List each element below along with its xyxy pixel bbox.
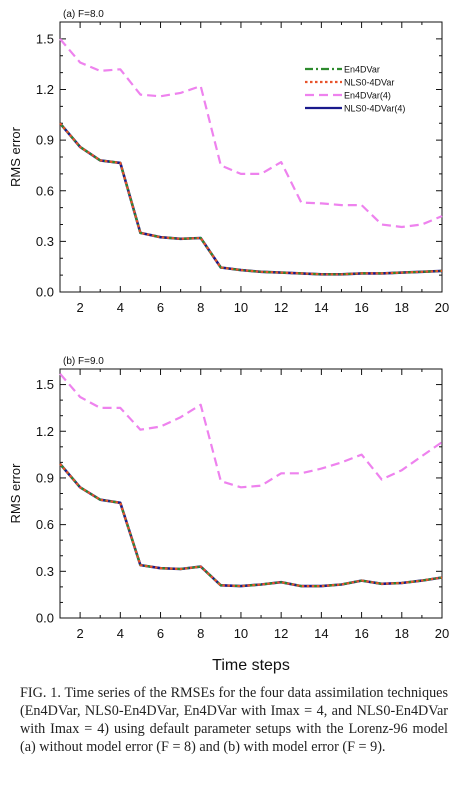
plot-frame bbox=[59, 368, 443, 619]
y-tick-label: 1.5 bbox=[36, 377, 54, 392]
x-tick-label: 16 bbox=[354, 300, 368, 315]
series-line-nls0-4dvar-4- bbox=[59, 463, 443, 588]
series-line-en4dvar bbox=[59, 463, 443, 588]
series-line-nls0-4dvar bbox=[59, 463, 443, 588]
caption-text: Time series of the RMSEs for the four da… bbox=[20, 685, 448, 755]
x-tick-label: 4 bbox=[117, 300, 124, 315]
x-tick-label: 12 bbox=[274, 626, 288, 641]
x-tick-label: 10 bbox=[234, 300, 248, 315]
y-axis-title: RMS error bbox=[8, 126, 23, 187]
x-axis-title: Time steps bbox=[212, 657, 290, 674]
y-tick-label: 0.6 bbox=[36, 517, 54, 532]
series-line-en4dvar-4- bbox=[59, 38, 443, 229]
x-tick-label: 14 bbox=[314, 626, 328, 641]
x-tick-label: 12 bbox=[274, 300, 288, 315]
figure-canvas: (a) F=8.0 0.0 0.3 0.6 0.9 1.2 1.5 2 4 6 8 10 12 14 16 1… bbox=[8, 9, 449, 674]
panel-label: (a) F=8.0 bbox=[63, 9, 104, 20]
x-tick-label: 18 bbox=[395, 300, 409, 315]
series-line-nls0-4dvar bbox=[59, 122, 443, 276]
x-tick-label: 2 bbox=[76, 626, 83, 641]
y-tick-label: 0.3 bbox=[36, 234, 54, 249]
x-tick-label: 20 bbox=[435, 300, 449, 315]
panel-label: (b) F=9.0 bbox=[63, 356, 104, 367]
y-tick-label: 0.6 bbox=[36, 183, 54, 198]
x-tick-label: 4 bbox=[117, 626, 124, 641]
series-line-en4dvar-4- bbox=[59, 372, 443, 489]
y-tick-label: 1.5 bbox=[36, 31, 54, 46]
x-tick-label: 2 bbox=[76, 300, 83, 315]
legend-label: En4DVar(4) bbox=[344, 91, 391, 101]
y-tick-label: 0.0 bbox=[36, 285, 54, 300]
x-tick-label: 18 bbox=[395, 626, 409, 641]
y-axis-title: RMS error bbox=[8, 463, 23, 524]
y-tick-label: 0.9 bbox=[36, 470, 54, 485]
figure-caption: FIG. 1. Time series of the RMSEs for the… bbox=[20, 684, 448, 756]
x-tick-label: 10 bbox=[234, 626, 248, 641]
x-tick-label: 6 bbox=[157, 300, 164, 315]
y-tick-label: 0.0 bbox=[36, 611, 54, 626]
y-tick-label: 0.9 bbox=[36, 133, 54, 148]
legend-label: En4DVar bbox=[344, 65, 380, 75]
series-line-nls0-4dvar-4- bbox=[59, 122, 443, 276]
y-tick-label: 0.3 bbox=[36, 564, 54, 579]
x-tick-label: 6 bbox=[157, 626, 164, 641]
caption-fig-label: FIG. 1. bbox=[20, 685, 61, 701]
plot-frame bbox=[59, 21, 443, 293]
x-tick-label: 14 bbox=[314, 300, 328, 315]
x-tick-label: 8 bbox=[197, 626, 204, 641]
chart-panel-b: (b) F=9.0 0.0 0.3 0.6 0.9 1.2 1.5 2 4 6 8 10 12 14 16 1… bbox=[8, 356, 449, 674]
chart-panel-a: (a) F=8.0 0.0 0.3 0.6 0.9 1.2 1.5 2 4 6 8 10 12 14 16 1… bbox=[8, 9, 449, 315]
x-tick-label: 8 bbox=[197, 300, 204, 315]
legend-label: NLS0-4DVar(4) bbox=[344, 104, 405, 114]
legend-label: NLS0-4DVar bbox=[344, 78, 394, 88]
y-tick-label: 1.2 bbox=[36, 424, 54, 439]
x-tick-label: 20 bbox=[435, 626, 449, 641]
series-line-en4dvar bbox=[59, 122, 443, 276]
x-tick-label: 16 bbox=[354, 626, 368, 641]
y-tick-label: 1.2 bbox=[36, 82, 54, 97]
